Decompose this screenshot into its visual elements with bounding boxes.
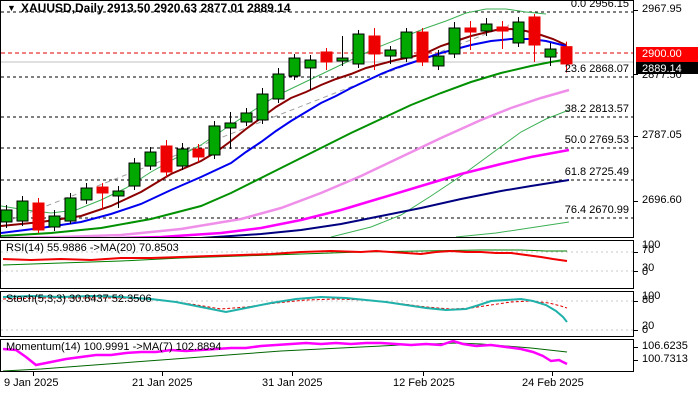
axis-tick <box>634 330 638 331</box>
axis-tick <box>634 201 638 202</box>
rsi-axis-label: 70 <box>642 244 655 256</box>
fib-label-500: 50.0 2769.53 <box>564 134 629 146</box>
rsi-axis-label: 30 <box>642 262 655 274</box>
date-label: 12 Feb 2025 <box>393 377 455 389</box>
rsi-indicator-label: RSI(14) 55.9886 ->MA(20) 70.8503 <box>6 242 179 254</box>
momentum-axis-label: 100.7313 <box>642 353 688 365</box>
time-axis[interactable]: 9 Jan 2025 21 Jan 2025 31 Jan 2025 12 Fe… <box>0 372 634 400</box>
time-tick <box>552 372 553 376</box>
bid-price-tag: 2889.14 <box>636 62 698 75</box>
axis-tick <box>634 271 638 272</box>
rsi-plot[interactable] <box>1 241 633 288</box>
symbol-dropdown-icon[interactable]: ▼ <box>7 3 16 13</box>
momentum-plot[interactable] <box>1 340 633 371</box>
rsi-axis-label: 100 <box>642 239 661 251</box>
momentum-indicator-label: Momentum(14) 100.9991 ->MA(7) 102.8894 <box>6 341 222 353</box>
stoch-axis-label: 20 <box>642 320 655 332</box>
stoch-axis-label: 80 <box>642 294 655 306</box>
fib-label-764: 76.4 2670.99 <box>564 204 629 216</box>
price-axis-label: 2967.95 <box>642 3 682 15</box>
price-axis[interactable]: 2967.95 2877.50 2787.05 2696.60 2900.00 … <box>634 0 700 400</box>
stoch-axis-label: 0 <box>642 324 649 336</box>
momentum-panel[interactable]: Momentum(14) 100.9991 ->MA(7) 102.8894 <box>0 339 634 372</box>
axis-tick <box>634 360 638 361</box>
axis-tick <box>634 10 638 11</box>
stoch-axis-label: 100 <box>642 290 661 302</box>
time-tick <box>162 372 163 376</box>
stochastic-plot[interactable] <box>1 292 633 336</box>
time-tick <box>292 372 293 376</box>
price-axis-label: 2787.05 <box>642 129 682 141</box>
date-label: 21 Jan 2025 <box>132 377 193 389</box>
axis-tick <box>634 347 638 348</box>
stochastic-indicator-label: Stoch(5,3,3) 30.8437 52.3506 <box>6 293 152 305</box>
time-tick <box>423 372 424 376</box>
rsi-panel[interactable]: RSI(14) 55.9886 ->MA(20) 70.8503 <box>0 240 634 289</box>
price-level-tag: 2900.00 <box>636 47 698 62</box>
axis-tick <box>634 136 638 137</box>
main-chart-area[interactable]: ▼ XAUUSD,Daily 2913.50 2920.63 2877.01 2… <box>0 0 634 238</box>
chart-title-ohlc: XAUUSD,Daily 2913.50 2920.63 2877.01 288… <box>21 1 291 15</box>
price-axis-label: 2696.60 <box>642 194 682 206</box>
date-label: 9 Jan 2025 <box>4 377 59 389</box>
rsi-axis-label: 0 <box>642 266 649 278</box>
fib-label-236: 23.6 2868.07 <box>564 63 629 75</box>
momentum-axis-label: 106.6235 <box>642 340 688 352</box>
axis-tick <box>634 252 638 253</box>
axis-tick <box>634 74 638 75</box>
time-tick <box>33 372 34 376</box>
date-label: 31 Jan 2025 <box>262 377 323 389</box>
fib-label-0: 0.0 2956.15 <box>570 0 629 10</box>
date-label: 24 Feb 2025 <box>522 377 584 389</box>
fib-label-618: 61.8 2725.49 <box>564 166 629 178</box>
candlestick-plot[interactable] <box>1 1 633 237</box>
axis-tick <box>634 301 638 302</box>
fib-label-382: 38.2 2813.57 <box>564 103 629 115</box>
stochastic-panel[interactable]: Stoch(5,3,3) 30.8437 52.3506 <box>0 291 634 337</box>
